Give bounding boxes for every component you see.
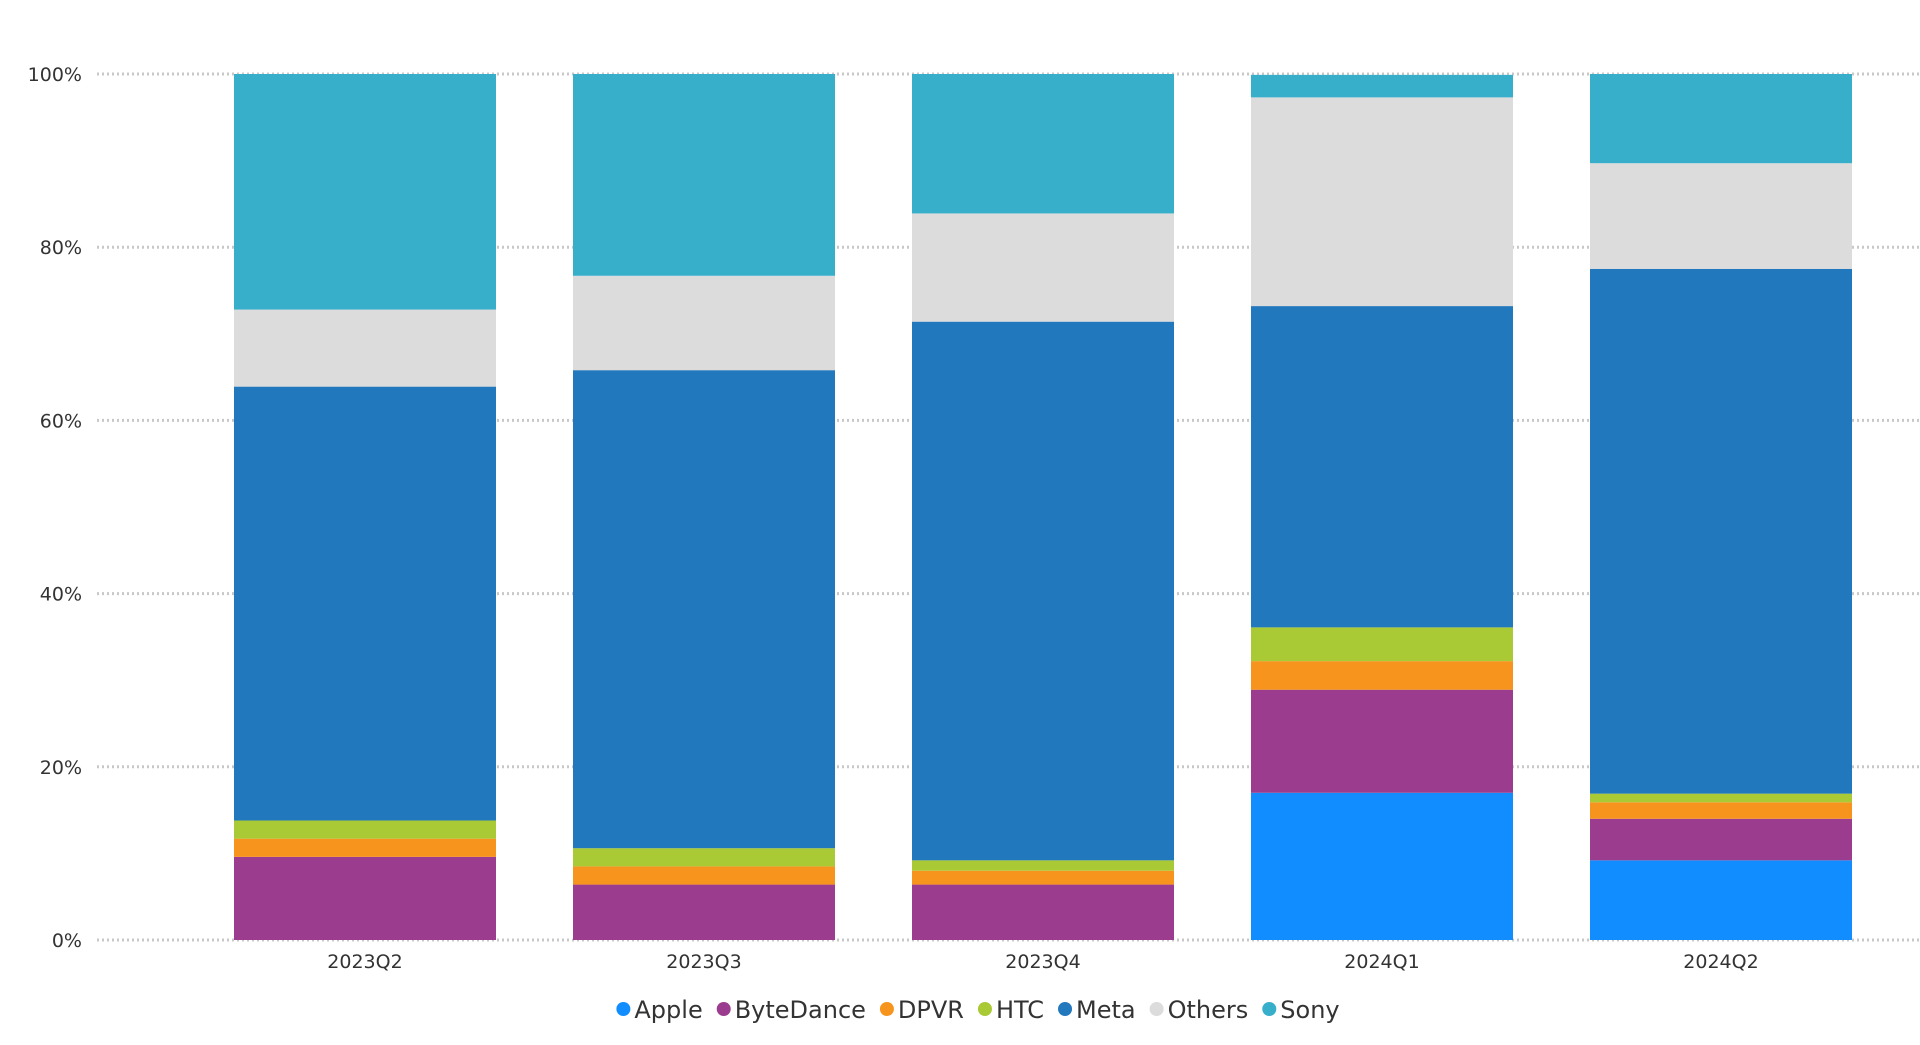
y-tick-label: 40% xyxy=(40,584,82,606)
legend-item-meta[interactable]: Meta xyxy=(1058,996,1136,1024)
bar-meta-2023Q2[interactable] xyxy=(234,386,496,821)
y-tick-label: 100% xyxy=(28,64,82,86)
y-tick-label: 60% xyxy=(40,410,82,432)
bar-group-2024Q2[interactable] xyxy=(1590,74,1852,940)
legend-marker-icon xyxy=(1262,1002,1277,1016)
bar-others-2024Q1[interactable] xyxy=(1251,97,1513,307)
bar-bytedance-2023Q4[interactable] xyxy=(912,884,1174,940)
bar-others-2023Q4[interactable] xyxy=(912,213,1174,322)
x-tick-label: 2023Q4 xyxy=(1005,951,1080,973)
legend-items[interactable]: Apple ByteDance DPVR HTC Meta Others Sony xyxy=(616,996,1340,1024)
bar-meta-2024Q1[interactable] xyxy=(1251,306,1513,628)
y-axis: 0% 20% 40% 60% 80% 100% xyxy=(28,64,82,952)
legend[interactable]: Apple ByteDance DPVR HTC Meta Others Sony xyxy=(616,996,1340,1024)
legend-item-apple[interactable]: Apple xyxy=(616,996,703,1024)
bar-dpvr-2023Q3[interactable] xyxy=(573,866,835,885)
legend-label: Apple xyxy=(634,996,702,1024)
bar-htc-2024Q1[interactable] xyxy=(1251,627,1513,662)
bar-others-2024Q2[interactable] xyxy=(1590,163,1852,269)
bar-meta-2024Q2[interactable] xyxy=(1590,268,1852,794)
bar-sony-2023Q3[interactable] xyxy=(573,74,835,276)
bar-sony-2023Q4[interactable] xyxy=(912,74,1174,214)
legend-label: Meta xyxy=(1076,996,1136,1024)
bar-group-2023Q4[interactable] xyxy=(912,74,1174,940)
bar-bytedance-2024Q1[interactable] xyxy=(1251,689,1513,793)
y-tick-label: 0% xyxy=(52,930,82,952)
bar-htc-2024Q2[interactable] xyxy=(1590,793,1852,803)
bar-bytedance-2024Q2[interactable] xyxy=(1590,818,1852,861)
legend-item-bytedance[interactable]: ByteDance xyxy=(716,996,866,1024)
legend-label: Sony xyxy=(1280,996,1339,1024)
bar-group-2023Q3[interactable] xyxy=(573,74,835,940)
bar-htc-2023Q3[interactable] xyxy=(573,848,835,867)
bar-group-2024Q1[interactable] xyxy=(1251,74,1513,940)
bar-group-2023Q2[interactable] xyxy=(234,74,496,940)
legend-label: ByteDance xyxy=(735,996,866,1024)
legend-marker-icon xyxy=(716,1002,731,1016)
legend-marker-icon xyxy=(879,1002,894,1016)
bar-htc-2023Q4[interactable] xyxy=(912,860,1174,871)
legend-item-dpvr[interactable]: DPVR xyxy=(879,996,964,1024)
bar-sony-2024Q1[interactable] xyxy=(1251,74,1513,98)
bar-bytedance-2023Q3[interactable] xyxy=(573,884,835,940)
x-tick-label: 2023Q3 xyxy=(666,951,741,973)
x-tick-label: 2024Q2 xyxy=(1683,951,1758,973)
bar-apple-2024Q1[interactable] xyxy=(1251,792,1513,940)
legend-label: Others xyxy=(1168,996,1249,1024)
legend-item-htc[interactable]: HTC xyxy=(977,996,1044,1024)
bars xyxy=(234,74,1852,940)
legend-marker-icon xyxy=(616,1002,631,1016)
bar-dpvr-2024Q1[interactable] xyxy=(1251,661,1513,690)
bar-dpvr-2024Q2[interactable] xyxy=(1590,802,1852,819)
legend-label: DPVR xyxy=(898,996,964,1024)
bar-others-2023Q3[interactable] xyxy=(573,275,835,371)
legend-item-sony[interactable]: Sony xyxy=(1262,996,1340,1024)
x-tick-label: 2024Q1 xyxy=(1344,951,1419,973)
x-tick-label: 2023Q2 xyxy=(327,951,402,973)
legend-marker-icon xyxy=(1058,1002,1073,1016)
legend-label: HTC xyxy=(996,996,1044,1024)
bar-sony-2024Q2[interactable] xyxy=(1590,74,1852,164)
bar-meta-2023Q3[interactable] xyxy=(573,370,835,849)
bar-others-2023Q2[interactable] xyxy=(234,309,496,387)
bar-dpvr-2023Q2[interactable] xyxy=(234,838,496,857)
bar-htc-2023Q2[interactable] xyxy=(234,820,496,839)
bar-meta-2023Q4[interactable] xyxy=(912,321,1174,861)
legend-marker-icon xyxy=(977,1002,992,1016)
bar-sony-2023Q2[interactable] xyxy=(234,74,496,310)
y-tick-label: 80% xyxy=(40,237,82,259)
y-tick-label: 20% xyxy=(40,757,82,779)
x-axis: 2023Q2 2023Q3 2023Q4 2024Q1 2024Q2 xyxy=(327,951,1758,973)
legend-marker-icon xyxy=(1149,1002,1164,1016)
legend-item-others[interactable]: Others xyxy=(1149,996,1249,1024)
bar-bytedance-2023Q2[interactable] xyxy=(234,856,496,940)
bar-dpvr-2023Q4[interactable] xyxy=(912,870,1174,885)
bar-apple-2024Q2[interactable] xyxy=(1590,860,1852,940)
